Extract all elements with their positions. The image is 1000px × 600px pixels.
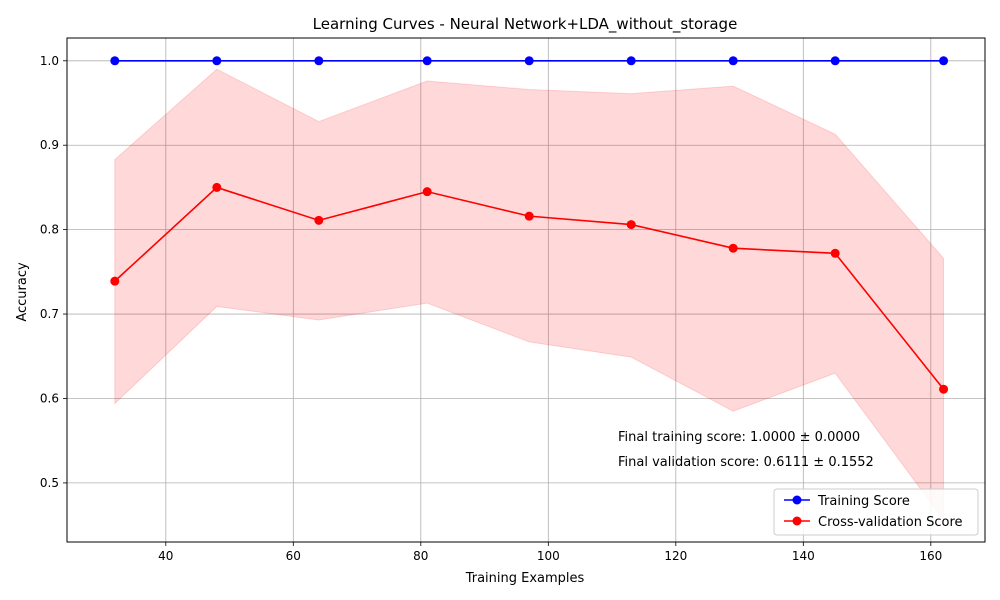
- data-point-training: [212, 56, 222, 66]
- y-tick-label: 0.7: [40, 307, 59, 321]
- y-tick-label: 1.0: [40, 54, 59, 68]
- y-axis-label: Accuracy: [15, 262, 30, 322]
- x-tick-label: 120: [664, 549, 687, 563]
- data-point-training: [830, 56, 840, 66]
- legend-marker-validation: [792, 516, 802, 526]
- x-tick-label: 140: [792, 549, 815, 563]
- data-point-training: [939, 56, 949, 66]
- error-band-validation: [114, 68, 945, 522]
- y-axis-ticks: 0.5 0.6 0.7 0.8 0.9 1.0: [40, 54, 67, 490]
- data-point-training: [524, 56, 534, 66]
- final-training-score-annotation: Final training score: 1.0000 ± 0.0000: [618, 430, 860, 445]
- data-point-validation: [626, 220, 636, 230]
- data-point-validation: [110, 276, 120, 286]
- data-point-training: [314, 56, 324, 66]
- data-point-training: [110, 56, 120, 66]
- series-points: [110, 56, 949, 394]
- x-axis-label: Training Examples: [465, 571, 585, 586]
- legend: Training Score Cross-validation Score: [773, 488, 979, 536]
- x-tick-label: 100: [537, 549, 560, 563]
- data-point-training: [626, 56, 636, 66]
- y-tick-label: 0.5: [40, 476, 59, 490]
- y-tick-label: 0.9: [40, 138, 59, 152]
- x-tick-label: 160: [919, 549, 942, 563]
- data-point-validation: [524, 211, 534, 221]
- data-point-validation: [830, 248, 840, 258]
- x-tick-label: 80: [413, 549, 428, 563]
- error-bands: [114, 60, 945, 522]
- legend-label-training: Training Score: [817, 494, 910, 509]
- legend-marker-training: [792, 495, 802, 505]
- y-tick-label: 0.8: [40, 223, 59, 237]
- data-point-validation: [314, 215, 324, 225]
- x-tick-label: 60: [286, 549, 301, 563]
- final-validation-score-annotation: Final validation score: 0.6111 ± 0.1552: [618, 455, 874, 470]
- x-tick-label: 40: [158, 549, 173, 563]
- data-point-validation: [939, 384, 949, 394]
- data-point-training: [422, 56, 432, 66]
- chart-title: Learning Curves - Neural Network+LDA_wit…: [313, 15, 738, 34]
- y-tick-label: 0.6: [40, 391, 59, 405]
- data-point-validation: [422, 187, 432, 197]
- legend-label-validation: Cross-validation Score: [818, 515, 963, 530]
- x-axis-ticks: 40 60 80 100 120 140 160: [158, 542, 942, 563]
- data-point-validation: [212, 182, 222, 192]
- data-point-validation: [728, 243, 738, 253]
- plot-frame: [66, 37, 986, 543]
- data-point-training: [728, 56, 738, 66]
- legend-box: [773, 488, 979, 536]
